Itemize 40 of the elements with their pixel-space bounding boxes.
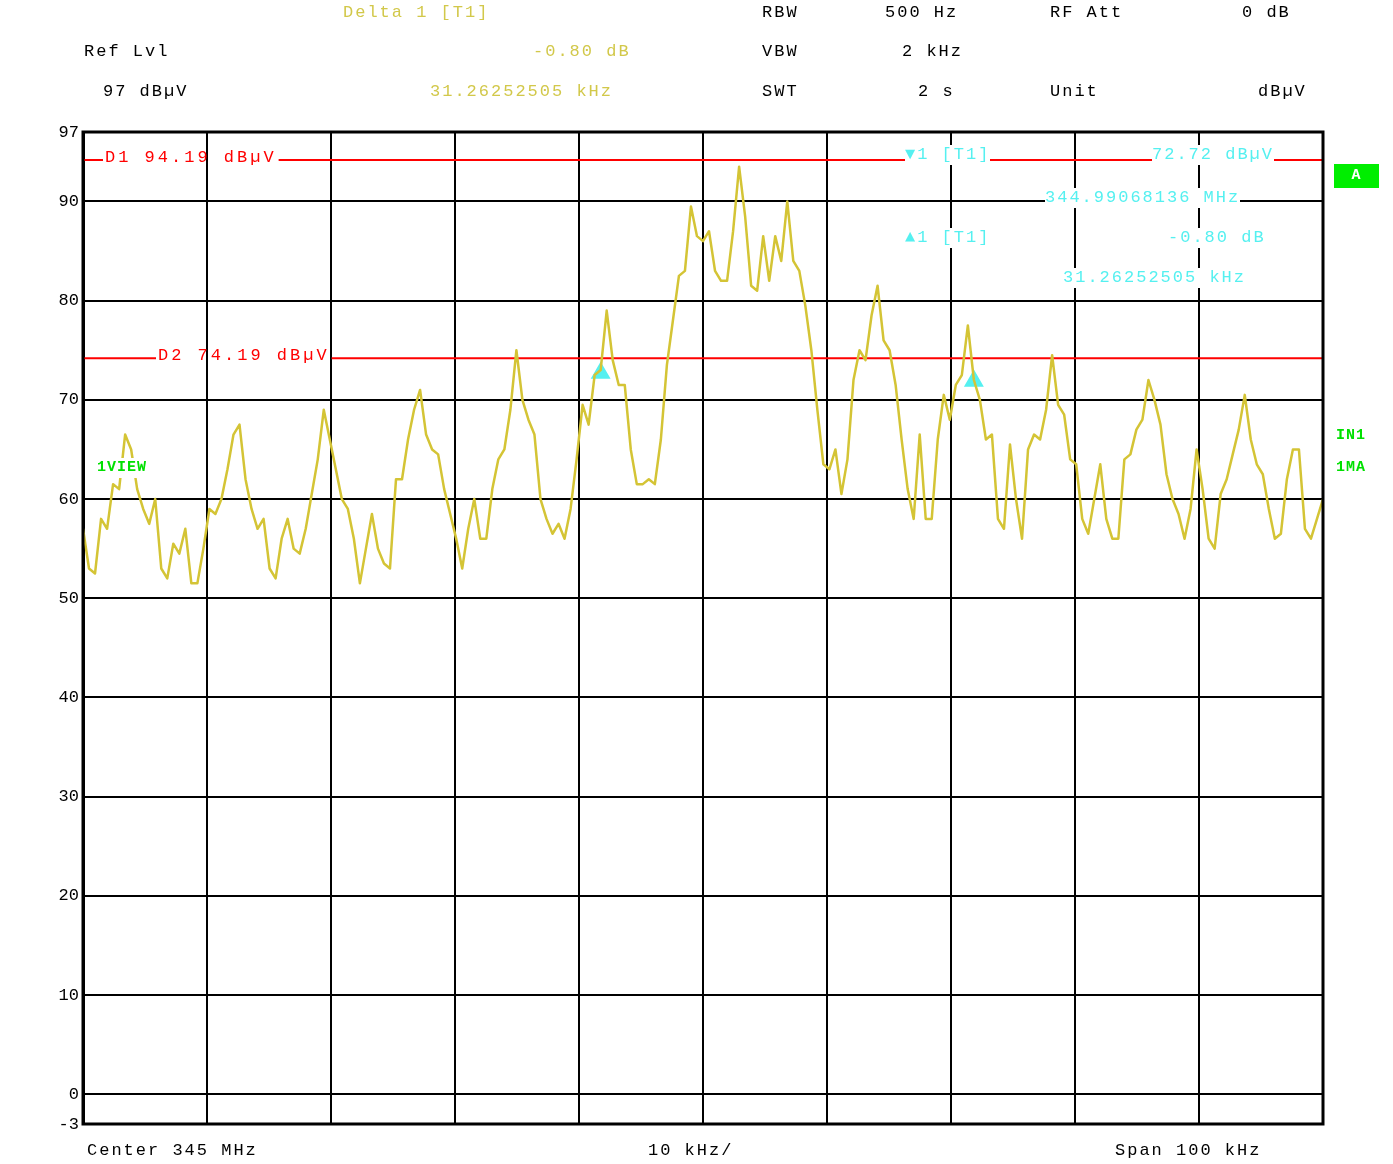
annotation: -0.80 dB	[1168, 228, 1266, 248]
y-tick-label: 0	[68, 1084, 79, 1104]
text: 10 kHz/	[648, 1141, 734, 1161]
text: Delta 1 [T1]	[343, 3, 490, 23]
y-tick-label: 70	[58, 390, 79, 410]
y-tick-label: 97	[58, 122, 79, 142]
text: Center 345 MHz	[87, 1141, 258, 1161]
annotation: 31.26252505 kHz	[1063, 268, 1247, 288]
text: Span 100 kHz	[1115, 1141, 1262, 1161]
y-tick-label: 80	[58, 291, 79, 311]
y-tick-label: 20	[58, 886, 79, 906]
y-tick-label: -3	[58, 1114, 79, 1134]
annotation: 72.72 dBµV	[1152, 145, 1275, 165]
annotation: 1VIEW	[97, 458, 148, 478]
annotation: 344.99068136 MHz	[1045, 188, 1241, 208]
text: 500 Hz	[885, 3, 959, 23]
text: Ref Lvl	[84, 42, 170, 62]
y-tick-label: 90	[58, 191, 79, 211]
y-tick-label: 60	[58, 489, 79, 509]
text: RF Att	[1050, 3, 1124, 23]
text: 1MA	[1336, 458, 1367, 478]
y-tick-label: 30	[58, 787, 79, 807]
text: 0 dB	[1242, 3, 1291, 23]
text: Unit	[1050, 82, 1099, 102]
text: 97 dBµV	[103, 82, 189, 102]
text: SWT	[762, 82, 799, 102]
text: A	[1334, 164, 1379, 188]
text: 2 kHz	[902, 42, 964, 62]
text: RBW	[762, 3, 799, 23]
y-tick-label: 50	[58, 588, 79, 608]
y-tick-label: 10	[58, 985, 79, 1005]
text: 31.26252505 kHz	[430, 82, 614, 102]
text: VBW	[762, 42, 799, 62]
text: IN1	[1336, 426, 1367, 446]
annotation: ▼1 [T1]	[905, 145, 991, 165]
text: -0.80 dB	[533, 42, 631, 62]
y-tick-label: 40	[58, 687, 79, 707]
text: dBµV	[1258, 82, 1307, 102]
annotation: ▲1 [T1]	[905, 228, 991, 248]
text: 2 s	[918, 82, 955, 102]
